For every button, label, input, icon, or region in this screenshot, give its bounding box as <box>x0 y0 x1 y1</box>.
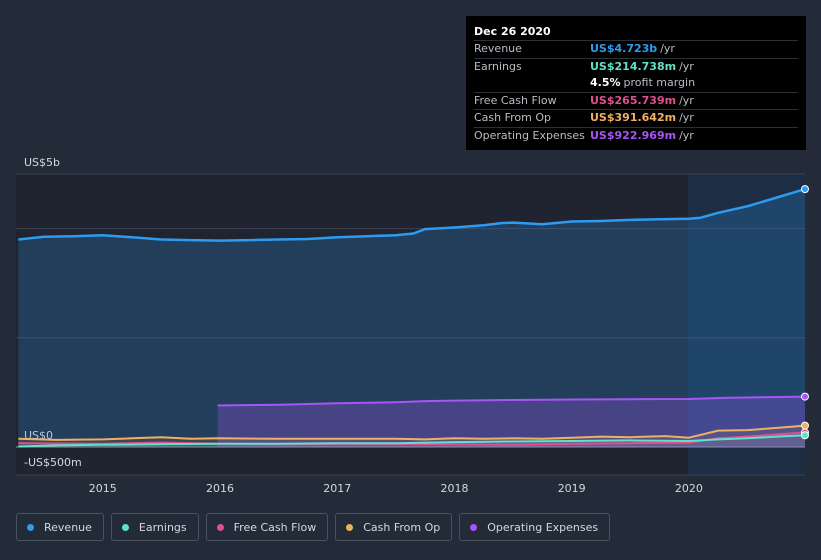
legend-label: Cash From Op <box>363 520 441 534</box>
tooltip-row-label: Operating Expenses <box>474 128 585 142</box>
legend-item-earnings[interactable]: Earnings <box>110 513 199 541</box>
tooltip-row-value: US$265.739m <box>590 93 677 107</box>
tooltip-date: Dec 26 2020 <box>474 25 551 38</box>
earnings-line <box>18 434 806 448</box>
legend: Revenue Earnings Free Cash Flow Cash From O… <box>16 513 611 541</box>
x-tick-label: 2015 <box>89 482 117 495</box>
tooltip-row-unit: profit margin <box>623 76 696 90</box>
legend-item-revenue[interactable]: Revenue <box>16 513 104 541</box>
tooltip-row-unit: /yr <box>679 111 694 125</box>
revenue-line <box>18 187 806 242</box>
y-axis-label: US$5b <box>24 156 60 169</box>
tooltip-row-value: US$4.723b <box>590 42 658 55</box>
tooltip-row: Operating Expenses US$922.969m/yr <box>474 126 798 145</box>
tooltip-row-unit: /yr <box>679 59 694 73</box>
y-axis-label: -US$500m <box>24 456 82 469</box>
legend-label: Revenue <box>44 520 92 534</box>
x-tick-label: 2016 <box>206 482 234 495</box>
operating-expenses-endpoint <box>801 392 809 401</box>
tooltip-row-unit: /yr <box>679 128 694 142</box>
tooltip-row-value: US$922.969m <box>590 128 677 142</box>
cash-from-op-line <box>18 424 806 441</box>
tooltip-row: Free Cash Flow US$265.739m/yr <box>474 91 798 110</box>
legend-dot-icon <box>27 523 34 531</box>
legend-item-cash-from-op[interactable]: Cash From Op <box>335 513 453 541</box>
legend-item-operating-expenses[interactable]: Operating Expenses <box>459 513 611 541</box>
cash-from-op-endpoint <box>801 421 809 430</box>
earnings-endpoint <box>801 431 809 440</box>
tooltip-row-label: Earnings <box>474 59 522 73</box>
legend-label: Free Cash Flow <box>233 520 317 534</box>
highlight-region <box>687 174 805 475</box>
x-tick-label: 2019 <box>558 482 586 495</box>
tooltip-row-label: Revenue <box>474 42 522 55</box>
tooltip-row-label <box>474 75 590 92</box>
tooltip-row-value: US$214.738m <box>590 59 677 73</box>
tooltip-row-unit: /yr <box>660 42 675 55</box>
legend-label: Earnings <box>138 520 187 534</box>
x-tick-label: 2018 <box>440 482 468 495</box>
revenue-endpoint <box>801 185 809 194</box>
revenue-area <box>18 189 806 447</box>
tooltip-row-unit: /yr <box>679 93 694 107</box>
x-tick-label: 2020 <box>675 482 703 495</box>
tooltip-row: Earnings US$214.738m/yr <box>474 57 798 76</box>
plot-background <box>16 174 805 475</box>
legend-dot-icon <box>216 523 224 531</box>
legend-label: Operating Expenses <box>487 520 599 534</box>
tooltip-row-label: Free Cash Flow <box>474 93 557 107</box>
operating-expenses-area <box>217 396 806 447</box>
tooltip-row-value: US$391.642m <box>590 111 677 125</box>
legend-item-free-cash-flow[interactable]: Free Cash Flow <box>205 513 329 541</box>
legend-dot-icon <box>121 523 129 531</box>
tooltip-row: 4.5% profit margin <box>474 75 798 92</box>
legend-dot-icon <box>470 523 478 531</box>
legend-dot-icon <box>346 523 354 531</box>
tooltip-row: Cash From Op US$391.642m/yr <box>474 109 798 127</box>
x-tick-label: 2017 <box>323 482 351 495</box>
tooltip-row-label: Cash From Op <box>474 111 552 125</box>
operating-expenses-line <box>217 395 806 407</box>
tooltip-row: Revenue US$4.723b/yr <box>474 40 798 58</box>
tooltip-panel: Dec 26 2020 Revenue US$4.723b/yr Earnings U… <box>466 16 806 150</box>
cash-from-op-area <box>18 425 806 447</box>
tooltip-row-value: 4.5% <box>590 76 621 90</box>
